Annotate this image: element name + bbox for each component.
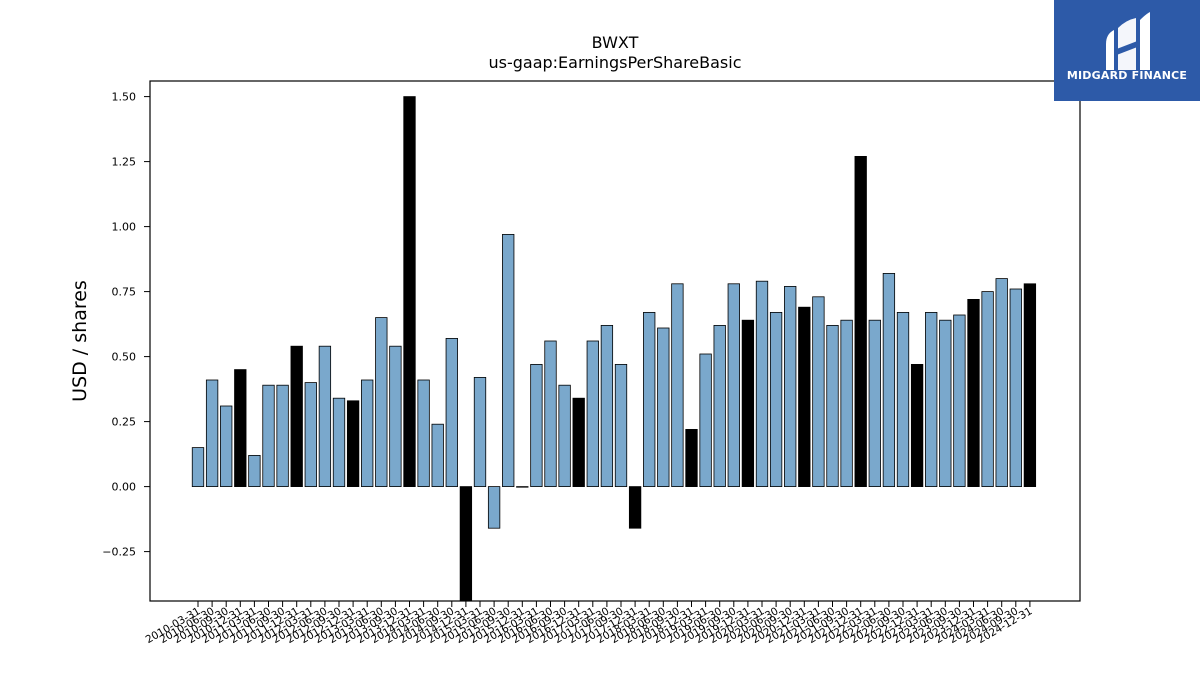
bar-2013-03-31 [361, 379, 374, 487]
x-axis-ticks: 2010-03-312010-06-302010-09-302010-12-31… [144, 601, 1034, 646]
bar-2015-12-31 [516, 486, 529, 488]
bar-2017-06-30 [600, 324, 614, 487]
bar-2017-12-31 [628, 486, 642, 529]
bar-2023-09-30 [953, 314, 966, 488]
bar-2013-06-30 [375, 317, 388, 488]
y-tick-label: −0.25 [102, 546, 136, 559]
bar-2018-12-31 [685, 428, 698, 487]
y-axis-ticks: −0.25 0.00 0.25 0.50 0.75 1.00 1.25 1.50 [102, 91, 150, 559]
bar-2011-03-31 [248, 454, 261, 487]
bar-2023-06-30 [939, 319, 952, 488]
bar-2017-03-31 [586, 340, 599, 488]
bar-2015-06-30 [487, 486, 501, 529]
bar-2021-03-31 [812, 296, 825, 487]
midgard-logo-icon [1106, 12, 1150, 70]
bar-2024-12-31 [1023, 283, 1037, 487]
bar-2018-06-30 [657, 327, 670, 488]
bar-2014-12-31 [459, 486, 473, 602]
y-tick-label: 1.25 [112, 156, 137, 169]
bar-2010-06-30 [205, 379, 219, 487]
bar-2022-09-30 [896, 311, 910, 487]
bar-2024-06-30 [995, 278, 1008, 488]
bar-2020-12-31 [798, 306, 811, 488]
bars-group [191, 96, 1037, 602]
bar-2019-03-31 [699, 353, 712, 488]
y-tick-label: 1.50 [112, 91, 137, 104]
brand-logo: MIDGARD FINANCE [1054, 0, 1200, 101]
bar-2016-06-30 [544, 340, 557, 488]
bar-2021-06-30 [826, 324, 839, 487]
bar-2014-06-30 [431, 423, 444, 488]
bar-2020-09-30 [784, 285, 797, 487]
bar-2023-12-31 [967, 298, 980, 487]
bar-2022-03-31 [868, 319, 881, 488]
bar-2013-12-31 [403, 96, 416, 487]
bar-2010-03-31 [191, 447, 205, 488]
y-axis-label: USD / shares [69, 280, 91, 402]
bar-2018-03-31 [643, 311, 656, 487]
bar-2019-06-30 [713, 324, 726, 487]
bar-2019-12-31 [741, 319, 755, 488]
bar-2011-12-31 [290, 345, 303, 488]
y-tick-label: 0.50 [112, 351, 137, 364]
bar-2021-12-31 [854, 155, 867, 488]
chart-title: BWXT [592, 33, 639, 52]
bar-2012-06-30 [318, 345, 332, 488]
bar-2020-06-30 [769, 311, 783, 487]
bar-2012-12-31 [346, 400, 360, 487]
bar-2022-12-31 [910, 363, 924, 487]
bar-2015-09-30 [502, 233, 515, 487]
bar-2014-09-30 [445, 337, 458, 487]
bar-2019-09-30 [727, 283, 740, 487]
bar-2022-06-30 [882, 272, 896, 487]
y-tick-label: 0.75 [112, 286, 137, 299]
bar-2011-09-30 [276, 384, 289, 488]
bar-2015-03-31 [473, 376, 487, 487]
bar-2016-09-30 [558, 384, 571, 488]
bar-2012-03-31 [304, 382, 317, 488]
bar-2016-03-31 [530, 363, 543, 487]
y-tick-label: 0.00 [112, 481, 137, 494]
bar-2011-06-30 [262, 384, 275, 488]
bar-2024-09-30 [1009, 288, 1022, 488]
bar-2010-12-31 [234, 369, 247, 488]
bar-2010-09-30 [220, 405, 233, 487]
bar-2018-09-30 [671, 283, 684, 487]
bar-2020-03-31 [755, 280, 769, 488]
bar-2017-09-30 [614, 363, 628, 487]
bar-2013-09-30 [389, 345, 402, 488]
y-tick-label: 1.00 [112, 221, 137, 234]
y-tick-label: 0.25 [112, 416, 137, 429]
bar-2014-03-31 [417, 379, 430, 487]
plot-frame [149, 80, 1081, 602]
bar-2023-03-31 [925, 311, 938, 487]
brand-name: MIDGARD FINANCE [1066, 69, 1188, 82]
bar-2024-03-31 [981, 291, 994, 488]
bar-2012-09-30 [332, 397, 346, 488]
chart-subtitle: us-gaap:EarningsPerShareBasic [488, 53, 741, 72]
bar-2021-09-30 [840, 319, 853, 488]
bar-2016-12-31 [572, 397, 585, 488]
